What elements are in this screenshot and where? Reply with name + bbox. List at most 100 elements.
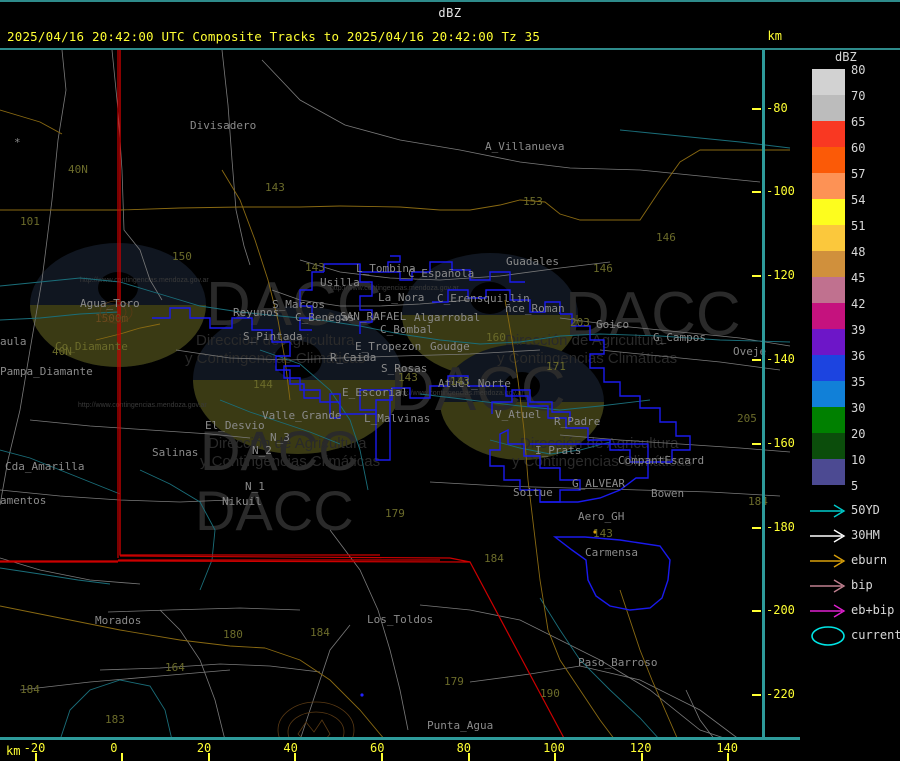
map-road-number: 203 [570,316,590,329]
map-place-label: Goico [596,318,629,331]
dbz-scale-label: 51 [851,219,866,233]
radar-map-canvas[interactable]: DACC DACC DACC DACC DACC Dirección de Ag… [0,50,800,740]
dbz-color-swatch [812,173,845,199]
map-place-label: C_Bombal [380,323,433,336]
map-place-label: CompantEscard [618,454,704,467]
map-road-number: 160 [486,331,506,344]
x-axis-tick-label: 120 [629,741,652,755]
watermark-url-3: http://www.contingencias.mendoza.gov.ar [330,285,459,292]
blue-point-marker [360,693,364,697]
map-place-label: Carmensa [585,546,638,559]
radar-coverage-frame [0,50,566,740]
y-axis-tick-label: -160 [766,435,795,450]
map-place-label: S_Marcos [272,298,325,311]
dbz-scale-label: 65 [851,115,866,129]
watermark-subtitle-3b: y Contingencias Climáticas [200,453,380,470]
x-axis-tick-label: 60 [370,741,385,755]
map-place-label: La_Nora [378,291,424,304]
dbz-scale-label: 36 [851,349,866,363]
map-place-label: Guadales [506,255,559,268]
watermark-text-4: DACC [200,419,359,482]
map-place-label: N_2 [252,444,272,457]
y-axis-tick-mark [752,610,761,613]
dbz-color-swatch [812,147,845,173]
map-road-number: 179 [444,675,464,688]
dbz-color-swatch [812,433,845,459]
dbz-scale-label: 70 [851,89,866,103]
watermark-subtitle-2a: Dirección de Agricultura [505,332,664,349]
y-axis-tick-mark [752,191,761,194]
map-place-label: S_Rosas [381,362,427,375]
x-axis-tick-label: 20 [196,741,212,755]
x-axis-line [0,737,800,740]
dbz-scale-label: 30 [851,401,866,415]
map-place-label: E_Escorial [342,386,408,399]
map-road-number: 184 [20,683,40,696]
colorbar-title: dBZ [835,50,857,64]
dbz-colorbar[interactable] [812,69,845,485]
map-place-label: Los_Toldos [367,613,433,626]
watermark-subtitle-1b: y Contingencias Climáticas [185,350,365,367]
legend-panel: dBZ 80 70 65 60 57 54 51 48 45 42 39 36 35 30 20 10 5 50… [803,50,900,740]
x-axis-tick-mark [381,753,383,761]
map-vector-layer: DACC DACC DACC DACC DACC Dirección de Ag… [0,50,791,740]
map-place-label: R_Padre [554,415,600,428]
map-place-label: R_Caida [330,351,376,364]
map-place-label: El_Desvio [205,419,265,432]
map-place-label: 1500m [95,312,128,325]
map-place-label: aula [0,335,27,348]
timestamp-status-text: 2025/04/16 20:42:00 UTC Composite Tracks… [7,28,541,44]
map-place-label: SAN_RAFAEL [340,310,407,323]
map-place-label: Co_Diamante [55,340,128,353]
map-place-label: E_Tropezon [355,340,421,353]
map-place-label: amentos [0,494,46,507]
map-place-label: C_Erensquillin [437,292,530,305]
map-road-number: 164 [165,661,185,674]
x-axis-tick-label: 40 [283,741,298,755]
dbz-color-swatch [812,69,845,95]
x-axis-unit-label: km [6,744,21,758]
map-road-number: 143 [450,375,470,388]
watermark-text-3: DACC [390,355,566,424]
x-axis-tick-mark [207,753,210,761]
map-road-number: 184 [484,552,504,565]
y-axis-tick-mark [752,358,761,361]
map-place-label: Usilla [320,276,360,289]
map-road-number: 101 [20,215,40,228]
map-road-number: 146 [656,231,676,244]
map-place-label: V_Atuel [495,408,541,421]
map-road-number: 184 [748,495,768,508]
map-place-label: Agua_Toro [80,297,140,310]
map-place-label: G_Campos [653,331,706,344]
map-road-number: 179 [385,507,405,520]
map-road-number: 184 [310,626,330,639]
status-header: 2025/04/16 20:42:00 UTC Composite Tracks… [0,24,900,50]
dbz-scale-label: 60 [851,141,866,155]
map-place-label: Paso_Barroso [578,656,657,669]
dbz-color-swatch [812,277,845,303]
x-axis-tick-mark [121,753,124,761]
dbz-scale-label: 35 [851,375,866,389]
current-cell-outline-icon [811,626,845,646]
map-place-label: Goudge [430,340,470,353]
x-axis-tick-mark [727,753,730,761]
y-axis-tick-mark [752,526,761,529]
y-axis-tick-label: -100 [766,184,795,199]
dbz-color-swatch [812,121,845,147]
map-road-number: 144 [253,378,273,391]
dbz-scale-label: 54 [851,193,866,207]
y-axis-tick-label: -140 [766,351,795,366]
legend-item-label: 50YD [851,503,880,517]
map-place-label: Bowen [651,487,684,500]
x-axis-tick-label: -20 [23,741,46,755]
map-place-label: Reyunos [233,306,279,319]
map-place-label: Valle_Grande [262,409,341,422]
watermark-url-2: http://www.contingencias.mendoza.gov.ar [78,402,207,409]
y-axis-tick-label: -80 [766,100,788,115]
dbz-color-swatch [812,381,845,407]
x-axis-tick-label: 80 [456,741,472,755]
watermark-url-4: http://www.contingencias.mendoza.gov.ar [395,390,524,397]
map-road-number: 143 [398,371,418,384]
map-road-number: 180 [223,628,243,641]
